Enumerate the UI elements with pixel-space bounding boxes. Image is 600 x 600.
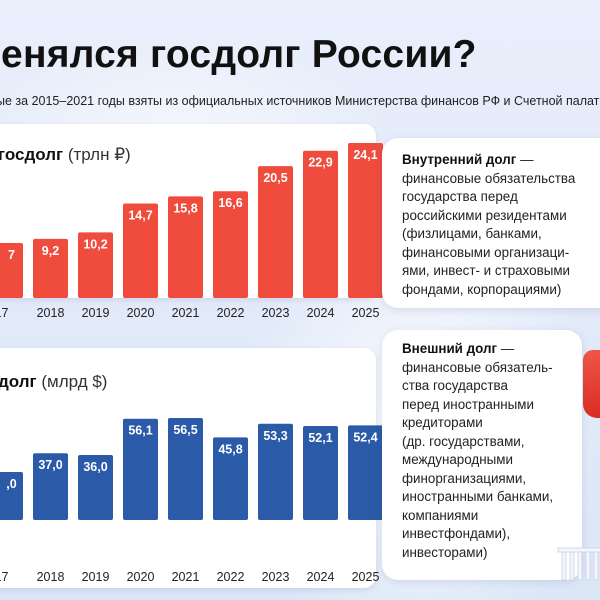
external-debt-bar — [303, 425, 338, 520]
external-debt-data-label: 53,3 — [263, 429, 287, 443]
external-debt-year-label: 2022 — [217, 570, 245, 584]
internal-debt-year-label: 17 — [0, 306, 8, 320]
internal-debt-year-label: 2023 — [262, 306, 290, 320]
internal-debt-year-label: 2021 — [172, 306, 200, 320]
external-debt-year-label: 2018 — [37, 570, 65, 584]
external-debt-definition-line: кредиторами — [402, 415, 483, 430]
internal-debt-term: Внутренний долг — [402, 152, 517, 167]
external-debt-bar — [348, 425, 383, 520]
internal-debt-data-label: 9,2 — [42, 244, 59, 258]
external-debt-definition-card — [382, 330, 582, 580]
external-debt-year-label: 2020 — [127, 570, 155, 584]
external-debt-definition-line: финансовые обязатель- — [402, 359, 553, 375]
external-debt-term: Внешний долг — [402, 341, 498, 356]
internal-debt-definition-line: государства перед — [402, 189, 518, 204]
internal-debt-bar — [78, 232, 113, 298]
page-title: менялся госдолг России? — [0, 33, 477, 76]
internal-debt-bar — [33, 238, 68, 298]
internal-debt-data-label: 16,6 — [218, 196, 242, 210]
internal-debt-definition-line: финансовыми организаци- — [402, 244, 570, 260]
external-debt-data-label: 56,5 — [173, 423, 197, 437]
internal-debt-definition-line: российскими резидентами — [402, 207, 567, 223]
external-debt-definition-line: перед иностранными — [402, 396, 534, 412]
internal-debt-definition-card — [382, 138, 600, 308]
external-debt-definition-lines: финансовые обязатель-ства государства пер… — [402, 359, 577, 563]
external-debt-year-label: 2025 — [352, 570, 380, 584]
external-debt-bar — [78, 455, 113, 520]
external-debt-definition-line: финорганизациями, — [402, 470, 527, 486]
internal-debt-data-label: 14,7 — [128, 208, 152, 222]
external-debt-title-unit: (млрд $) — [41, 372, 108, 391]
government-building-icon — [557, 547, 600, 581]
external-debt-definition-line: инвесторами) — [402, 544, 488, 560]
external-debt-data-label: 36,0 — [83, 460, 107, 474]
external-debt-bar — [168, 418, 203, 520]
external-debt-data-label: 52,1 — [308, 431, 332, 445]
internal-debt-year-label: 2020 — [127, 306, 155, 320]
external-debt-data-label: 37,0 — [38, 458, 62, 472]
external-debt-year-label: 2024 — [307, 570, 335, 584]
internal-debt-data-label: 15,8 — [173, 201, 197, 215]
internal-debt-bar — [258, 166, 293, 298]
internal-debt-definition-lines: финансовые обязательства государства пере… — [402, 170, 600, 300]
external-debt-data-label: ,0 — [6, 477, 16, 491]
internal-debt-definition-line: фондами, корпорациями) — [402, 281, 562, 297]
russian-flag-decoration — [583, 350, 600, 418]
external-debt-definition-line: инвестфондами), — [402, 526, 511, 541]
internal-debt-definition-line: финансовые обязательства — [402, 170, 576, 186]
internal-debt-data-label: 24,1 — [353, 148, 377, 162]
external-debt-year-label: 2023 — [262, 570, 290, 584]
internal-debt-year-label: 2025 — [352, 306, 380, 320]
internal-debt-year-label: 2018 — [37, 306, 65, 320]
external-debt-year-label: 17 — [0, 570, 8, 584]
internal-debt-bar — [303, 150, 338, 298]
internal-debt-definition: Внутренний долг — финансовые обязательст… — [402, 151, 600, 299]
internal-debt-chart-title: госдолг (трлн ₽) — [0, 145, 131, 165]
internal-debt-bar — [123, 203, 158, 298]
external-debt-year-label: 2021 — [172, 570, 200, 584]
external-debt-data-label: 52,4 — [353, 430, 377, 444]
external-debt-dash: — — [497, 341, 515, 356]
external-debt-title-bold: долг — [0, 372, 37, 391]
internal-debt-bar — [0, 243, 23, 298]
internal-debt-dash: — — [516, 152, 534, 167]
internal-debt-title-bold: госдолг — [0, 145, 64, 164]
external-debt-definition-line: компаниями — [402, 507, 479, 523]
internal-debt-data-label: 22,9 — [308, 156, 332, 170]
internal-debt-bar — [213, 191, 248, 298]
internal-debt-bar — [348, 143, 383, 298]
internal-debt-data-label: 10,2 — [83, 237, 107, 251]
external-debt-year-label: 2019 — [82, 570, 110, 584]
external-debt-bar — [258, 423, 293, 520]
external-debt-bar — [213, 437, 248, 520]
external-debt-definition-line: (др. государствами, — [402, 433, 525, 449]
internal-debt-definition-line: ями, инвест- и страховыми — [402, 263, 571, 278]
external-debt-chart-title: долг (млрд $) — [0, 372, 107, 392]
page-subtitle: ые за 2015–2021 годы взяты из официальны… — [0, 94, 600, 108]
internal-debt-definition-line: (физлицами, банками, — [402, 226, 542, 241]
internal-debt-data-label: 7 — [8, 248, 15, 262]
external-debt-data-label: 56,1 — [128, 424, 152, 438]
external-debt-bar — [123, 418, 158, 520]
internal-debt-bar — [168, 196, 203, 298]
internal-debt-year-label: 2024 — [307, 306, 335, 320]
internal-debt-year-label: 2019 — [82, 306, 110, 320]
external-debt-definition-line: иностранными банками, — [402, 489, 554, 504]
external-debt-definition-line: международными — [402, 452, 513, 467]
external-debt-definition: Внешний долг — финансовые обязатель-ства… — [402, 340, 577, 562]
external-debt-definition-line: ства государства — [402, 378, 508, 393]
external-debt-bar — [0, 472, 23, 520]
internal-debt-year-label: 2022 — [217, 306, 245, 320]
external-debt-data-label: 45,8 — [218, 442, 242, 456]
internal-debt-title-unit: (трлн ₽) — [67, 145, 131, 164]
internal-debt-data-label: 20,5 — [263, 171, 287, 185]
external-debt-bar — [33, 453, 68, 520]
